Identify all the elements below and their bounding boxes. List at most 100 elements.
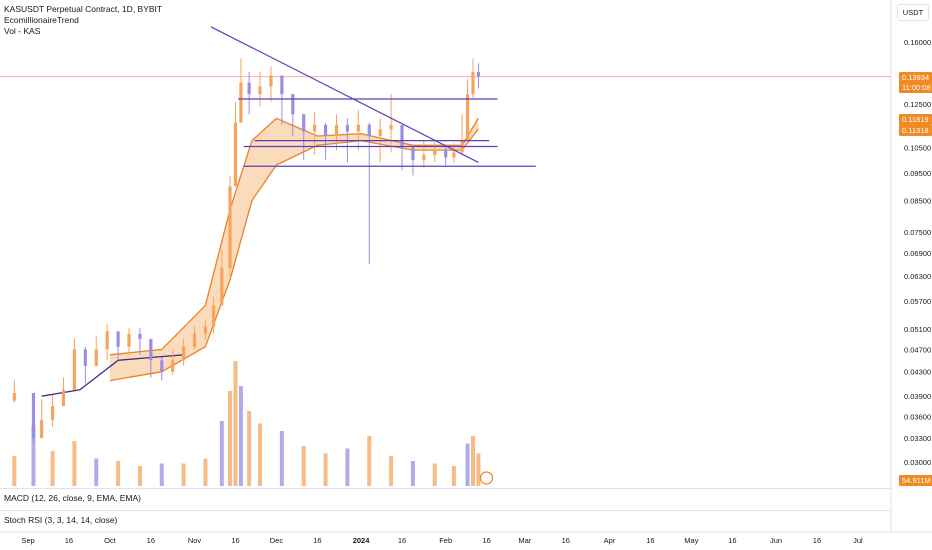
volume-bar — [50, 451, 55, 486]
y-tick-label: 0.03900 — [904, 392, 931, 401]
y-tick-label: 0.10500 — [904, 144, 931, 153]
candle-body — [291, 94, 295, 115]
x-tick-label: 16 — [313, 536, 321, 545]
macd-pane[interactable]: MACD (12, 26, close, 9, EMA, EMA) — [0, 488, 891, 511]
x-tick-label: Apr — [604, 536, 616, 545]
volume-bar — [432, 463, 437, 486]
volume-bar — [345, 448, 350, 486]
y-tick-label: 0.06900 — [904, 249, 931, 258]
volume-bar — [116, 461, 121, 486]
candle-body — [269, 75, 273, 87]
x-tick-label: May — [684, 536, 698, 545]
stoch-rsi-pane[interactable]: Stoch RSI (3, 3, 14, 14, close) — [0, 510, 891, 533]
volume-bar — [367, 436, 372, 486]
candle-body — [345, 124, 350, 132]
y-tick-label: 0.03600 — [904, 412, 931, 421]
volume-bar — [203, 458, 208, 486]
candle-body — [258, 86, 262, 95]
y-tick-label: 0.05100 — [904, 325, 931, 334]
candle-body — [83, 349, 87, 366]
x-tick-label: Jul — [853, 536, 863, 545]
descending-trendline — [210, 26, 479, 163]
y-tick-label: 0.03300 — [904, 434, 931, 443]
ma-line — [41, 354, 184, 397]
y-tick-label: 0.05700 — [904, 297, 931, 306]
volume-bar — [247, 411, 252, 486]
volume-bar — [451, 466, 456, 486]
x-tick-label: 16 — [482, 536, 490, 545]
candle-body — [212, 305, 216, 327]
candle-body — [105, 331, 109, 350]
trend-band-upper — [109, 117, 479, 356]
candle-body — [313, 124, 317, 132]
indicator-trend-label[interactable]: EcomillionaireTrend — [4, 15, 79, 25]
x-tick-label: Nov — [188, 536, 202, 545]
last-price-tag: 0.13934 — [899, 72, 932, 83]
candle-body — [233, 122, 238, 187]
volume-bar — [301, 446, 306, 486]
trend-band-lower — [109, 128, 479, 382]
x-tick-label: 2024 — [353, 536, 371, 545]
x-tick-label: Oct — [104, 536, 117, 545]
volume-marker-icon — [479, 471, 494, 485]
candle-body — [334, 124, 339, 137]
y-tick-label: 0.04300 — [904, 368, 931, 377]
volume-bar — [410, 461, 415, 486]
countdown-tag: 11:00:08 — [899, 82, 932, 93]
volume-bar — [159, 463, 164, 486]
y-tick-label: 0.09500 — [904, 169, 931, 178]
x-tick-label: Feb — [439, 536, 452, 545]
candle-body — [465, 94, 470, 141]
candle-body — [247, 82, 251, 95]
volume-bar — [72, 441, 77, 486]
x-tick-label: 16 — [813, 536, 821, 545]
chart-legend: KASUSDT Perpetual Contract, 1D, BYBIT Ec… — [4, 4, 162, 37]
volume-bar — [476, 453, 481, 486]
candle-body — [160, 360, 164, 372]
y-tick-label: 0.16000 — [904, 38, 931, 47]
x-tick-label: 16 — [398, 536, 406, 545]
candle-body — [94, 349, 98, 366]
candle-body — [280, 75, 284, 95]
candle-body — [378, 129, 382, 137]
volume-bar — [181, 463, 186, 486]
macd-label: MACD (12, 26, close, 9, EMA, EMA) — [4, 493, 141, 503]
volume-bar — [94, 458, 99, 486]
volume-bar — [137, 466, 142, 486]
candle-body — [72, 349, 77, 390]
candle-body — [220, 268, 224, 306]
candle-body — [356, 124, 360, 132]
indicator-volume-label[interactable]: Vol - KAS — [4, 26, 41, 36]
volume-bar — [12, 456, 17, 486]
candle-body — [127, 333, 131, 347]
candle-body — [61, 389, 66, 407]
volume-tag: 54.911M — [899, 475, 932, 486]
candle-body — [471, 71, 475, 95]
candle-body — [239, 82, 243, 123]
x-tick-label: 16 — [728, 536, 736, 545]
volume-bar — [219, 421, 224, 486]
y-tick-label: 0.03000 — [904, 458, 931, 467]
candle-body — [182, 346, 186, 361]
candle-body — [422, 154, 426, 160]
volume-bar — [238, 386, 243, 486]
symbol-line[interactable]: KASUSDT Perpetual Contract, 1D, BYBIT — [4, 4, 163, 14]
candle-body — [323, 124, 328, 137]
volume-bar — [279, 431, 284, 486]
candle-body — [433, 150, 437, 155]
candle-body — [116, 331, 120, 347]
candle-body — [452, 152, 456, 158]
currency-unit-button[interactable]: USDT — [897, 4, 929, 21]
volume-bar — [31, 426, 36, 486]
volume-bar — [323, 453, 328, 486]
candle-body — [411, 147, 415, 160]
x-tick-label: 16 — [147, 536, 155, 545]
candle-body — [476, 71, 481, 77]
candle-body — [203, 326, 208, 334]
x-tick-label: 16 — [562, 536, 570, 545]
trend-lower-tag: 0.11318 — [899, 125, 932, 136]
candle-body — [367, 124, 371, 137]
volume-bar — [470, 436, 475, 486]
